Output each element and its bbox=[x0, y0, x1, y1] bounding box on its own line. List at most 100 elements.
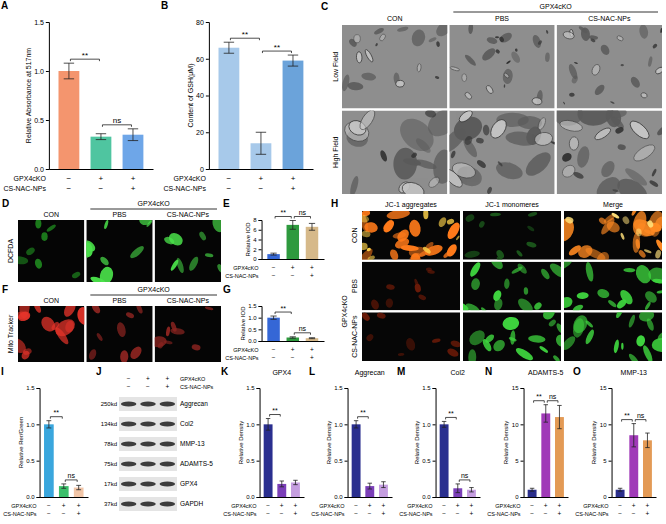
image-feature bbox=[526, 241, 537, 249]
y-tick-label: 0.0 bbox=[248, 338, 257, 344]
image-feature bbox=[627, 314, 636, 328]
image-feature bbox=[96, 332, 104, 341]
image-feature bbox=[510, 50, 522, 64]
condition-sign: − bbox=[632, 510, 636, 517]
y-tick-label: 1.5 bbox=[246, 385, 255, 391]
bar bbox=[44, 424, 54, 497]
band-size: 37kd bbox=[104, 501, 117, 507]
image-feature bbox=[90, 306, 102, 315]
band-protein: GPX4 bbox=[180, 480, 198, 487]
y-tick-label: 15 bbox=[600, 385, 607, 391]
blot-band bbox=[160, 401, 175, 406]
y-tick: 1.5 bbox=[34, 19, 49, 26]
blot-band bbox=[140, 441, 155, 446]
y-tick-label: 10 bbox=[512, 422, 519, 428]
plot-area: 02468**nsGPX4cKO−++CS-NAC-NPs−−+ bbox=[225, 209, 324, 279]
y-tick: 1.0 bbox=[248, 315, 261, 321]
column-label: CS-NAC-NPs bbox=[167, 211, 210, 218]
significance-bracket bbox=[635, 420, 646, 422]
y-tick-mark bbox=[433, 461, 436, 462]
image-feature bbox=[464, 250, 480, 259]
condition-sign: + bbox=[131, 184, 136, 193]
image-feature bbox=[381, 218, 396, 234]
significance-label: ns bbox=[461, 472, 469, 479]
x-axis-line bbox=[524, 497, 568, 498]
condition-sign: − bbox=[266, 510, 270, 517]
chart-title: GPX4 bbox=[272, 369, 291, 376]
image-feature bbox=[395, 227, 411, 244]
condition-sign: − bbox=[227, 184, 232, 193]
y-tick-mark bbox=[433, 497, 436, 498]
image-feature bbox=[505, 130, 539, 147]
image-feature bbox=[354, 34, 361, 42]
bar-chart-panel: NADAMTS-5Relative Density051015**nsGPX4c… bbox=[485, 366, 569, 517]
group-label: GPX4cKO bbox=[540, 3, 573, 10]
y-tick: 0.0 bbox=[334, 494, 347, 500]
condition-sign: + bbox=[280, 502, 284, 509]
image-feature bbox=[165, 326, 170, 336]
x-axis-line bbox=[612, 497, 656, 498]
condition-label: GPX4cKO bbox=[233, 265, 259, 271]
band-size: 250kd bbox=[101, 401, 117, 407]
y-tick-label: 40 bbox=[196, 92, 204, 99]
tem-image bbox=[557, 111, 662, 195]
image-feature bbox=[660, 28, 662, 33]
y-tick-label: 0.0 bbox=[34, 166, 44, 173]
image-feature bbox=[560, 163, 577, 180]
image-feature bbox=[470, 278, 480, 291]
y-axis-title: Relative Density bbox=[503, 421, 509, 464]
y-tick-mark bbox=[37, 424, 40, 425]
image-feature bbox=[534, 131, 554, 147]
y-tick: 0 bbox=[253, 256, 261, 262]
y-tick: 5 bbox=[515, 458, 523, 464]
condition-sign: + bbox=[294, 502, 298, 509]
panel-letter: I bbox=[1, 366, 4, 377]
blot-strip bbox=[119, 417, 177, 431]
column-label: CON bbox=[387, 15, 403, 22]
image-feature bbox=[88, 348, 98, 361]
significance-bracket bbox=[547, 401, 558, 403]
bar bbox=[218, 48, 239, 169]
image-feature bbox=[644, 301, 652, 310]
image-feature bbox=[198, 231, 207, 242]
image-feature bbox=[135, 306, 144, 314]
image-background bbox=[564, 211, 662, 260]
y-tick-label: 1.5 bbox=[34, 19, 44, 26]
image-feature bbox=[468, 349, 476, 361]
y-tick-label: 1.0 bbox=[422, 422, 431, 428]
fluorescence-image bbox=[362, 211, 460, 260]
condition-sign: − bbox=[146, 383, 150, 390]
y-tick: 5 bbox=[603, 458, 611, 464]
image-feature bbox=[75, 306, 84, 326]
bar bbox=[58, 71, 79, 169]
image-feature bbox=[527, 211, 537, 217]
fluorescence-image bbox=[18, 220, 84, 282]
image-feature bbox=[598, 159, 617, 180]
y-tick-label: 0.5 bbox=[334, 458, 343, 464]
error-bar bbox=[46, 421, 51, 428]
image-feature bbox=[464, 91, 473, 100]
y-tick-label: 5 bbox=[603, 458, 607, 464]
image-feature bbox=[611, 212, 620, 220]
significance-label: ** bbox=[280, 209, 286, 216]
image-feature bbox=[146, 220, 153, 228]
image-feature bbox=[552, 354, 561, 361]
blot-band bbox=[160, 421, 175, 426]
image-feature bbox=[428, 36, 437, 43]
image-feature bbox=[423, 111, 448, 142]
condition-sign: + bbox=[99, 174, 104, 183]
fluorescence-image bbox=[155, 220, 221, 282]
panel-letter: F bbox=[2, 284, 8, 295]
y-tick-label: 0 bbox=[603, 494, 607, 500]
y-axis-title: Relative IOD bbox=[245, 222, 251, 257]
image-feature bbox=[550, 141, 554, 146]
image-feature bbox=[564, 262, 575, 273]
y-tick-label: 0 bbox=[515, 494, 519, 500]
image-feature bbox=[494, 159, 525, 182]
y-tick-mark bbox=[345, 461, 348, 462]
y-tick-label: 1.5 bbox=[248, 303, 257, 309]
image-feature bbox=[629, 75, 642, 89]
condition-sign: − bbox=[47, 502, 51, 509]
image-feature bbox=[497, 161, 503, 167]
condition-sign: + bbox=[77, 510, 81, 517]
